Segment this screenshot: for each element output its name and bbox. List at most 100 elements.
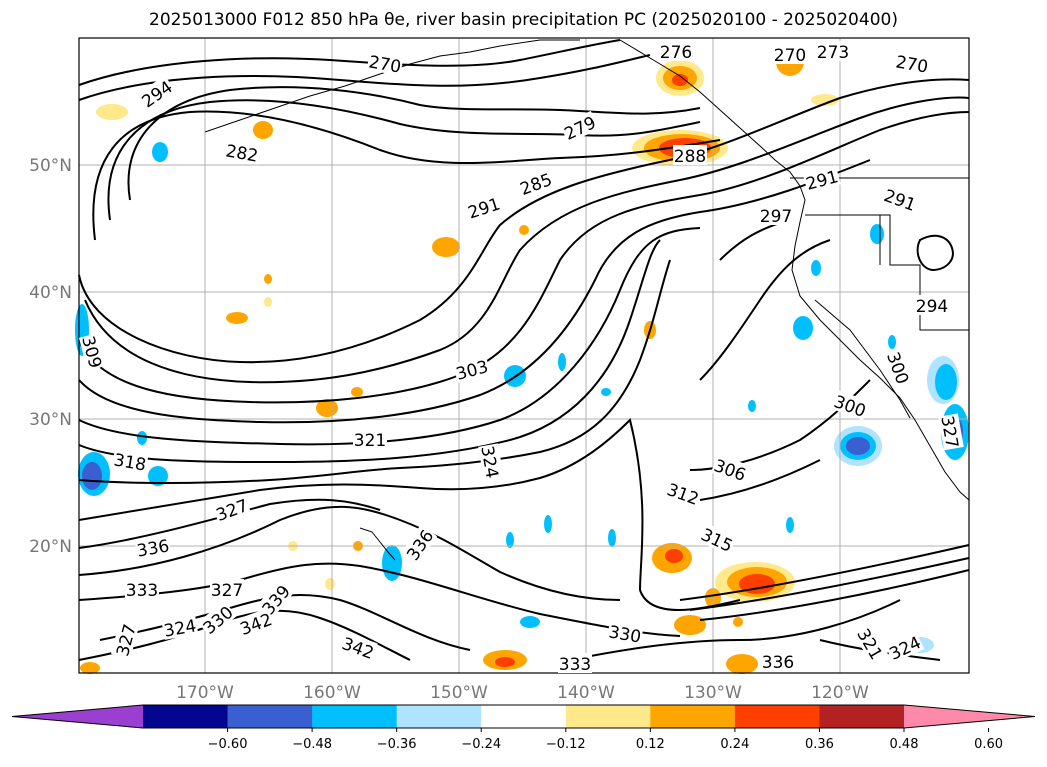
precip-blob-l — [80, 662, 100, 674]
hawaii-islands — [359, 527, 396, 561]
precip-blob-neg-t — [888, 335, 896, 349]
contour-line-24 — [699, 239, 831, 381]
precip-blob-neg-f — [148, 466, 168, 486]
colorbar-segment — [227, 705, 313, 728]
west-coast — [619, 39, 970, 501]
contour-label-297: 297 — [760, 207, 792, 227]
contour-label-312-bg — [663, 477, 703, 509]
contour-label-270-b-bg — [773, 44, 807, 64]
colorbar-segment — [143, 705, 229, 728]
colorbar-tick-label: 0.24 — [720, 737, 749, 752]
contour-label-324-a-bg — [478, 443, 504, 481]
lat-label-30n: 30°N — [29, 410, 72, 430]
lat-label-40n: 40°N — [29, 283, 72, 303]
colorbar-tick-label: −0.60 — [208, 737, 248, 752]
contour-label-300-a-bg — [883, 348, 915, 388]
contour-line-14 — [78, 498, 381, 549]
contour-label-273-bg — [816, 41, 850, 61]
lon-label-150w: 150°W — [430, 683, 488, 703]
precip-blob-e — [253, 121, 273, 139]
precip-blob-neg-b — [78, 452, 110, 496]
contour-label-279-bg — [559, 110, 600, 144]
precip-blob-a-core — [665, 549, 683, 563]
precip-blob-k — [96, 104, 128, 120]
lat-labels: 50°N 40°N 30°N 20°N — [29, 156, 72, 557]
colorbar-tick-label: −0.24 — [461, 737, 501, 752]
contour-line-27 — [569, 599, 901, 661]
lon-label-120w: 120°W — [811, 683, 869, 703]
lon-label-140w: 140°W — [557, 683, 615, 703]
contour-line-13 — [78, 418, 741, 611]
contour-label-309-bg — [78, 332, 108, 371]
contour-label-321-a: 321 — [354, 431, 386, 451]
colorbar-tick-label: 0.60 — [974, 737, 1003, 752]
contour-label-294-b-bg — [915, 295, 949, 315]
contour-label-321-b-bg — [853, 623, 889, 664]
contour-line-2 — [78, 54, 651, 101]
map-frame — [78, 37, 970, 674]
contour-label-291-b-bg — [802, 164, 841, 194]
precip-blob-h — [674, 615, 706, 635]
precip-blob-neg-o — [506, 532, 514, 548]
colorbar: −0.60 −0.48 −0.36 −0.24 −0.12 0.12 0.24 0.36 0.4… — [11, 704, 1036, 752]
contour-label-273: 273 — [817, 43, 849, 63]
lon-label-160w: 160°W — [303, 683, 361, 703]
colorbar-tick-label: −0.48 — [292, 737, 332, 752]
contour-label-342-a-bg — [236, 607, 276, 639]
contour-label-333-b-bg — [558, 653, 592, 673]
colorbar-segment — [819, 705, 905, 728]
graticule — [79, 38, 969, 673]
precip-blob-neg-k — [558, 353, 566, 371]
precip-blob-c — [432, 237, 460, 257]
contour-line-11 — [78, 239, 661, 464]
precip-blob-v — [519, 225, 529, 235]
precip-blob-o — [351, 387, 363, 397]
contour-label-300-b-bg — [830, 389, 870, 421]
contour-line-6 — [78, 78, 970, 364]
precip-blob-q — [264, 274, 272, 284]
contour-line-28 — [916, 234, 954, 272]
contour-line-4 — [107, 99, 701, 221]
colorbar-tick-label: 0.36 — [805, 737, 834, 752]
contour-label-327-a-bg — [212, 493, 252, 525]
contour-label-318-bg — [111, 448, 149, 474]
lat-label-20n: 20°N — [29, 537, 72, 557]
precip-blob-neg-n — [520, 616, 540, 628]
precip-blob-neg-g — [152, 142, 168, 162]
precip-blob-neg-r — [748, 400, 756, 412]
contour-label-336-b-bg — [401, 524, 438, 565]
contour-line-16 — [78, 562, 681, 637]
contour-line-7 — [84, 96, 970, 384]
precip-blob-neg-l — [544, 515, 552, 533]
precip-blob-neg-e — [382, 545, 402, 581]
precip-blob-neg-j — [137, 431, 147, 445]
precip-blob-neg-h — [870, 224, 884, 244]
contour-label-288: 288 — [674, 147, 706, 167]
precip-blob-g-core — [495, 657, 515, 667]
precip-blob-neg-a — [834, 426, 882, 466]
contour-label-270-a-bg — [366, 50, 404, 76]
contour-line-15 — [78, 505, 621, 601]
contour-label-324-b-bg — [161, 614, 199, 640]
contour-label-270-b: 270 — [774, 46, 806, 66]
colorbar-segment — [565, 705, 651, 728]
contour-label-294-a-bg — [136, 75, 177, 112]
contour-label-333-a: 333 — [126, 581, 158, 601]
precip-blob-neg-p — [786, 517, 794, 533]
colorbar-extend-min — [12, 705, 143, 728]
colorbar-outline — [11, 704, 1036, 729]
colorbar-tick-label: −0.12 — [546, 737, 586, 752]
colorbar-segment — [481, 705, 567, 728]
precip-blob-neg-m — [608, 529, 616, 547]
lat-label-50n: 50°N — [29, 156, 72, 176]
theta-e-contours — [78, 39, 970, 661]
contour-label-321-a-bg — [353, 429, 387, 449]
contour-label-324-c-bg — [884, 630, 925, 664]
lon-labels: 170°W 160°W 150°W 140°W 130°W 120°W — [176, 683, 869, 703]
colorbar-tick-label: 0.12 — [636, 737, 665, 752]
contour-label-333-a-bg — [125, 579, 159, 599]
contour-line-21 — [699, 569, 970, 621]
contour-line-12 — [78, 259, 671, 484]
